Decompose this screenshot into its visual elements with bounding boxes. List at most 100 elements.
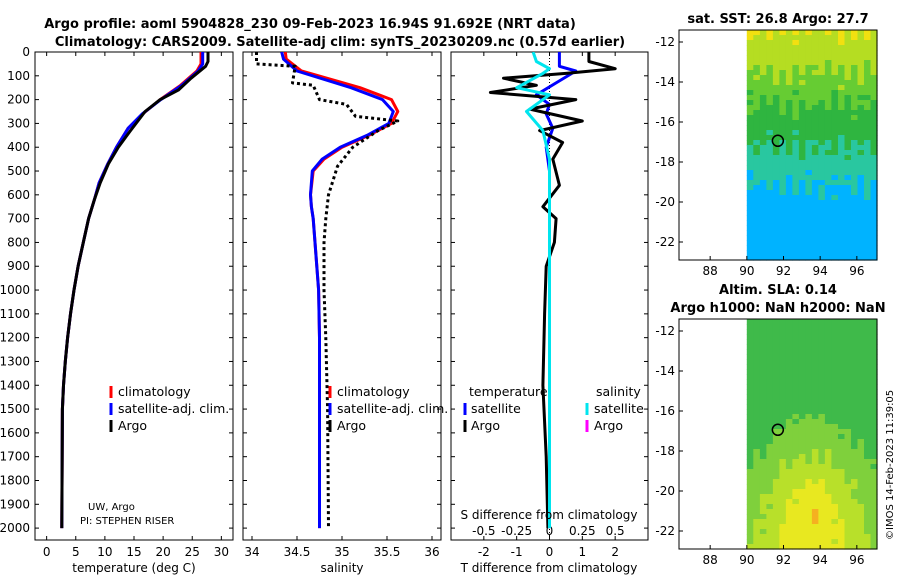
map-cell — [818, 125, 826, 131]
map-cell — [798, 140, 806, 146]
lat-tick-label: -16 — [655, 404, 675, 418]
map-cell — [746, 50, 754, 56]
map-cell — [772, 339, 780, 345]
map-cell — [753, 539, 761, 545]
map-cell — [805, 250, 813, 256]
map-cell — [818, 75, 826, 81]
map-cell — [746, 464, 754, 470]
map-cell — [753, 155, 761, 161]
map-cell — [857, 369, 865, 375]
map-cell — [798, 514, 806, 520]
map-cell — [818, 50, 826, 56]
map-cell — [805, 349, 813, 355]
map-cell — [759, 449, 767, 455]
map-cell — [844, 65, 852, 71]
map-cell — [785, 190, 793, 196]
map-cell — [792, 414, 800, 420]
map-cell — [844, 499, 852, 505]
map-cell — [792, 155, 800, 161]
map-cell — [772, 205, 780, 211]
map-cell — [805, 369, 813, 375]
map-cell — [838, 220, 846, 226]
map-cell — [857, 90, 865, 96]
map-cell — [785, 409, 793, 415]
map-cell — [844, 449, 852, 455]
map-cell — [766, 60, 774, 66]
map-cell — [811, 220, 819, 226]
map-cell — [831, 135, 839, 141]
map-cell — [864, 230, 872, 236]
map-cell — [759, 489, 767, 495]
map-cell — [864, 409, 872, 415]
map-cell — [779, 225, 787, 231]
map-cell — [811, 145, 819, 151]
map-cell — [851, 35, 859, 41]
map-cell — [746, 145, 754, 151]
map-cell — [792, 35, 800, 41]
map-cell — [779, 35, 787, 41]
map-cell — [844, 414, 852, 420]
map-cell — [857, 200, 865, 206]
map-cell — [838, 389, 846, 395]
map-cell — [759, 180, 767, 186]
map-cell — [798, 35, 806, 41]
map-cell — [779, 414, 787, 420]
map-cell — [772, 100, 780, 106]
map-cell — [857, 544, 865, 550]
map-cell — [772, 90, 780, 96]
map-cell — [824, 499, 832, 505]
map-cell — [831, 225, 839, 231]
map-cell — [851, 529, 859, 535]
map-cell — [759, 120, 767, 126]
map-cell — [798, 95, 806, 101]
map-cell — [857, 145, 865, 151]
map-cell — [785, 489, 793, 495]
map-cell — [811, 499, 819, 505]
map-cell — [779, 524, 787, 530]
map-cell — [772, 105, 780, 111]
map-cell — [838, 364, 846, 370]
map-cell — [772, 230, 780, 236]
map-cell — [753, 434, 761, 440]
map-cell — [857, 35, 865, 41]
map-cell — [759, 220, 767, 226]
map-cell — [851, 220, 859, 226]
map-cell — [805, 95, 813, 101]
map-cell — [753, 459, 761, 465]
map-cell — [831, 150, 839, 156]
map-cell — [798, 100, 806, 106]
legend-salinity-heading: salinity — [596, 384, 641, 399]
map-cell — [779, 180, 787, 186]
map-cell — [864, 180, 872, 186]
map-cell — [759, 384, 767, 390]
map-cell — [759, 349, 767, 355]
map-cell — [824, 394, 832, 400]
map-cell — [864, 384, 872, 390]
map-cell — [818, 429, 826, 435]
map-cell — [838, 50, 846, 56]
map-cell — [759, 369, 767, 375]
map-cell — [831, 404, 839, 410]
map-cell — [818, 544, 826, 550]
map-cell — [870, 215, 878, 221]
map-cell — [870, 30, 878, 36]
map-cell — [857, 80, 865, 86]
map-cell — [851, 240, 859, 246]
map-cell — [746, 319, 754, 325]
map-cell — [772, 85, 780, 91]
map-cell — [746, 235, 754, 241]
map-cell — [824, 220, 832, 226]
map-cell — [766, 245, 774, 251]
map-cell — [844, 379, 852, 385]
map-cell — [851, 130, 859, 136]
map-cell — [838, 539, 846, 545]
map-cell — [805, 200, 813, 206]
map-cell — [864, 469, 872, 475]
map-cell — [824, 524, 832, 530]
map-cell — [772, 50, 780, 56]
map-cell — [870, 110, 878, 116]
map-cell — [753, 130, 761, 136]
map-cell — [746, 504, 754, 510]
map-cell — [759, 145, 767, 151]
map-cell — [857, 160, 865, 166]
